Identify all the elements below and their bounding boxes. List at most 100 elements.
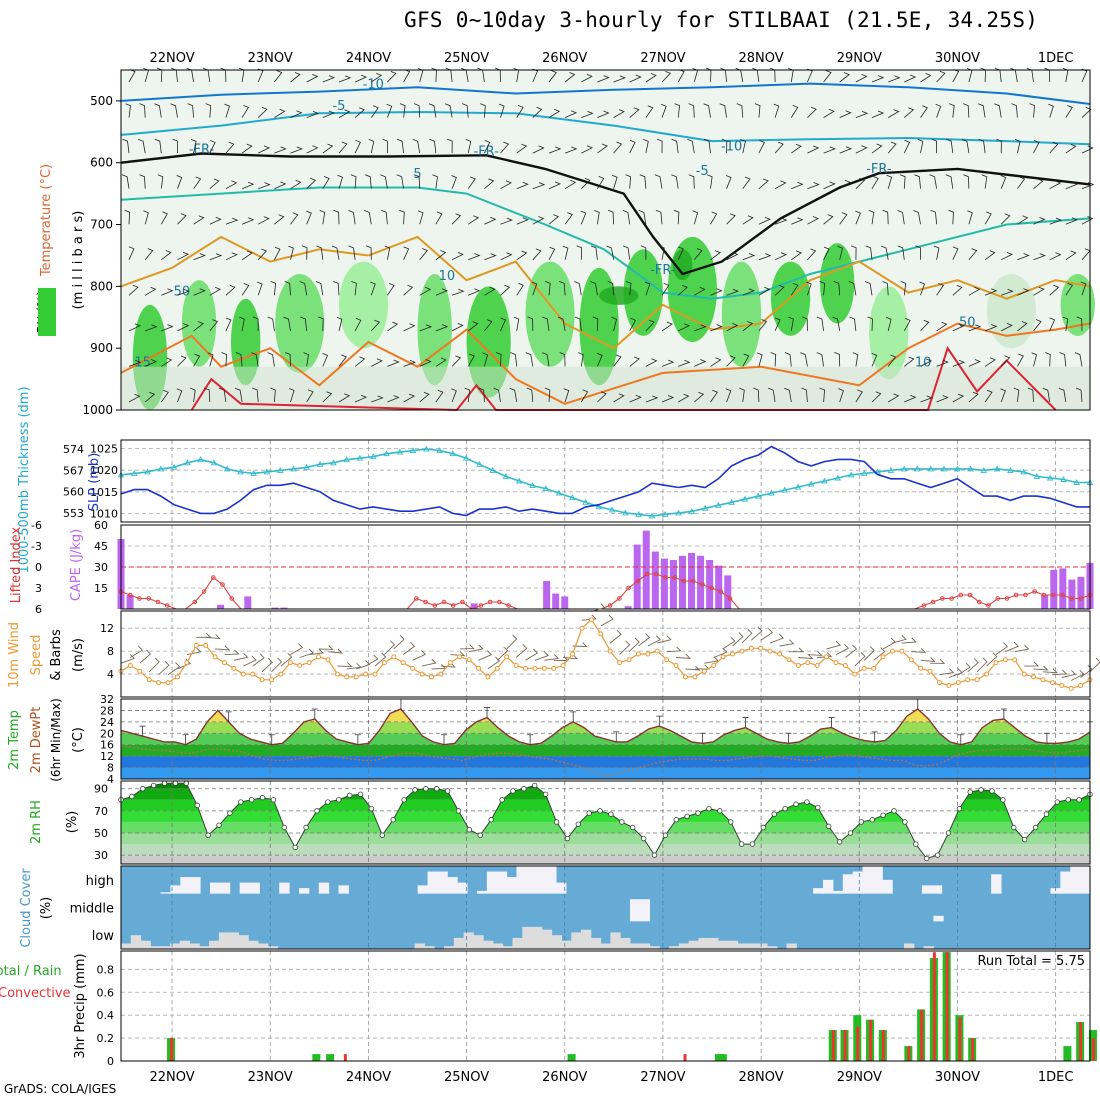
wind-speed-marker	[203, 642, 209, 648]
cape-bar	[651, 551, 659, 609]
wind-barb	[190, 139, 197, 154]
li-tick-label: 3	[35, 582, 42, 595]
wind-barb	[306, 74, 319, 83]
cloud-cover-cell	[727, 940, 739, 949]
wind-barb	[978, 138, 986, 154]
wind-barb-10m	[685, 665, 701, 671]
wind-barb	[1017, 288, 1030, 296]
wind-barb	[257, 106, 268, 118]
thickness-marker	[768, 489, 775, 496]
thickness-marker	[661, 510, 669, 517]
wind-barb	[122, 138, 130, 154]
wind-barb	[864, 281, 873, 296]
wind-barb	[900, 281, 907, 296]
wind-barb	[897, 210, 905, 225]
min-max-bar	[311, 708, 318, 719]
wind-barb-10m	[581, 614, 597, 621]
wind-barb-10m	[958, 662, 971, 676]
date-label-top: 25NOV	[444, 51, 489, 66]
min-max-bar	[613, 731, 620, 742]
wind-barb	[193, 288, 206, 296]
rh-marker	[205, 832, 211, 838]
wind-barb	[371, 73, 383, 83]
rh-marker	[1032, 824, 1039, 831]
lifted-index-marker	[709, 585, 714, 591]
rh-tick-label: 30	[94, 849, 108, 862]
cape-bar	[470, 603, 478, 609]
lifted-index-marker	[690, 578, 696, 584]
wind-barb	[710, 211, 718, 225]
wind-barb	[677, 284, 688, 296]
wind-barb	[451, 213, 462, 225]
wind-barb-10m	[713, 647, 728, 658]
wind-barb	[557, 316, 566, 331]
min-max-bar	[742, 717, 749, 728]
wind-barb	[525, 352, 534, 367]
wind-barb	[444, 103, 453, 118]
wind-barb-10m	[1042, 668, 1059, 674]
cloud-cover-cell	[590, 937, 602, 949]
wind-barb	[1017, 215, 1029, 225]
thickness-marker	[330, 459, 337, 466]
wind-barb	[274, 181, 287, 190]
wind-barb	[611, 316, 617, 331]
wind-barb	[838, 388, 844, 403]
wind-barb	[403, 359, 417, 367]
wind-barb	[1049, 217, 1063, 225]
thickness-marker	[582, 498, 589, 505]
wind-barb	[480, 103, 486, 118]
wind-barb	[816, 352, 824, 367]
thickness-marker	[569, 494, 576, 501]
wind-barb	[597, 75, 610, 83]
wind-barb-10m	[402, 641, 416, 655]
wind-barb	[770, 352, 777, 367]
min-max-bar	[139, 725, 146, 737]
wind-barb	[516, 105, 524, 118]
cloud-cover-cell	[199, 946, 210, 949]
wind-barb	[267, 352, 275, 367]
wind-barb	[774, 317, 781, 332]
wind-speed-marker	[410, 665, 416, 671]
wind-barb	[580, 389, 589, 403]
wind-barb	[888, 109, 900, 118]
slp-tick-label: 1015	[90, 486, 118, 499]
wind-barb	[548, 70, 557, 83]
wind-barb-10m	[327, 648, 344, 654]
ylabel-wind-10m: 10m Wind	[7, 622, 22, 688]
wind-barb-10m	[469, 644, 484, 653]
precip-total-bar	[1063, 1046, 1072, 1061]
wind-barb	[984, 211, 992, 225]
wind-barb	[706, 174, 713, 189]
cloud-cover-cell	[496, 871, 508, 894]
rh-marker	[248, 797, 255, 803]
wind-barb	[758, 253, 772, 261]
wind-barb-10m	[205, 634, 221, 640]
wind-speed-marker	[532, 665, 538, 671]
ylabel-2m-dewpt: 2m DewPt	[29, 707, 44, 774]
wind-barb	[899, 174, 906, 189]
wind-barb	[284, 281, 291, 296]
cloud-cover-cell	[688, 940, 699, 949]
rh-marker	[183, 780, 190, 786]
wind-barb	[160, 211, 168, 225]
rh-marker	[673, 817, 679, 823]
wind-barb	[447, 138, 453, 154]
wind-barb	[754, 103, 761, 118]
cloud-cover-cell	[298, 888, 310, 894]
cloud-cover-cell	[767, 946, 778, 949]
contour-label: -FR-	[650, 263, 676, 278]
wind-barb	[225, 180, 238, 190]
cloud-cover-cell	[150, 946, 161, 949]
rh-marker	[619, 819, 625, 825]
cloud-cover-cell	[629, 899, 641, 922]
cape-bar	[552, 593, 560, 609]
wind-barb	[564, 110, 578, 118]
wind-barb	[435, 288, 449, 296]
wind-speed-marker	[231, 665, 237, 671]
wind-barb	[693, 248, 703, 261]
wind-barb	[532, 106, 543, 118]
precip-convective-bar	[856, 1026, 860, 1061]
wind-barb	[816, 316, 824, 331]
precip-convective-bar	[920, 1009, 924, 1061]
cloud-cover-cell	[516, 866, 527, 894]
